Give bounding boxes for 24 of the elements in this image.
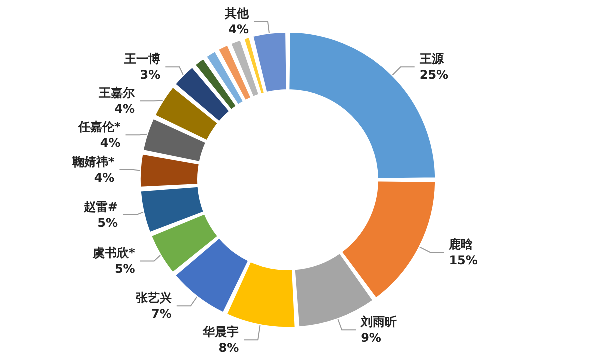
data-label: 4% bbox=[94, 170, 115, 185]
slice-label: 刘雨昕 bbox=[360, 315, 398, 330]
data-label: 7% bbox=[152, 307, 172, 322]
data-label: 5% bbox=[114, 262, 136, 276]
slice-label: 任嘉伦* bbox=[77, 120, 122, 134]
slice-label: 王一博 bbox=[124, 52, 161, 66]
data-label: 9% bbox=[361, 331, 382, 346]
slice-label: 张艺兴 bbox=[136, 291, 172, 306]
slice-label: 鞠婧祎* bbox=[71, 154, 116, 169]
data-label: 4% bbox=[114, 102, 136, 116]
slice-label: 华晨宇 bbox=[202, 325, 240, 340]
data-label: 4% bbox=[100, 136, 121, 150]
data-label: 25% bbox=[420, 68, 449, 82]
slice-label: 王嘉尔 bbox=[98, 86, 136, 100]
data-label: 3% bbox=[140, 68, 161, 82]
slice-label: 王源 bbox=[418, 52, 445, 66]
data-label: 4% bbox=[228, 22, 249, 37]
slice-label: 虞书欣* bbox=[92, 246, 136, 260]
data-label: 5% bbox=[98, 216, 118, 230]
slice-label: 鹿晗 bbox=[448, 237, 474, 252]
slice-label: 其他 bbox=[224, 6, 250, 21]
data-label: 8% bbox=[218, 341, 240, 356]
data-label: 15% bbox=[449, 253, 478, 268]
slice-label: 赵雷# bbox=[82, 200, 118, 214]
